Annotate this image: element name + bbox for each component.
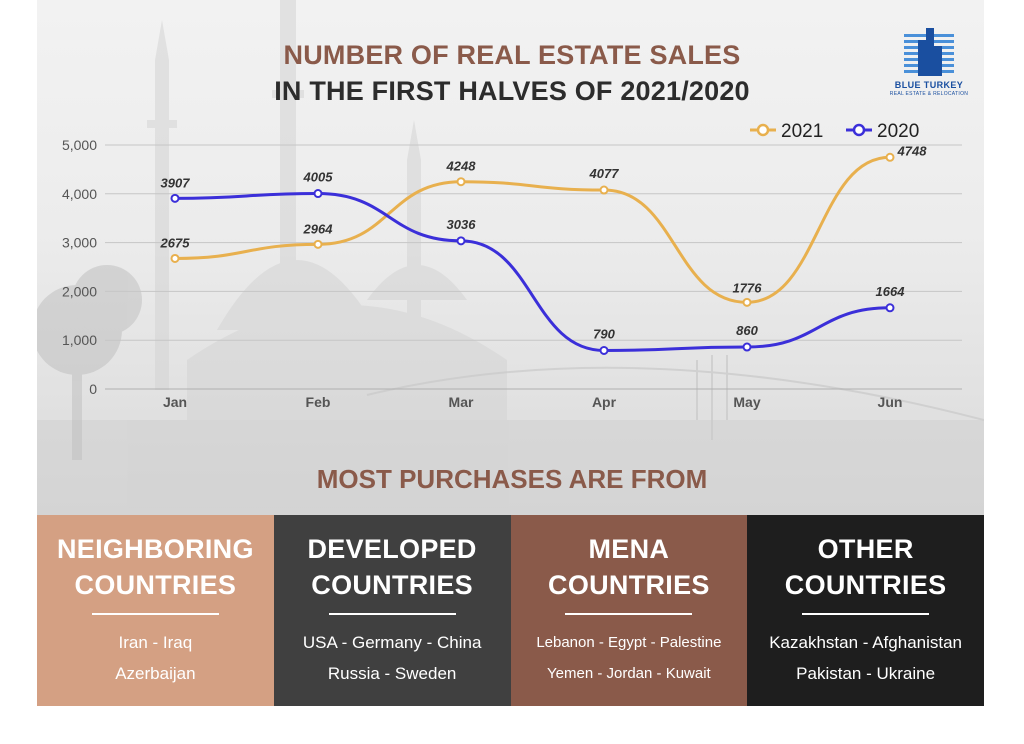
series-line-2020 [173, 192, 892, 352]
x-tick-label: Apr [592, 394, 617, 410]
data-label-2020: 3907 [161, 175, 191, 190]
x-tick-label: Jan [163, 394, 187, 410]
data-label-2020: 3036 [447, 217, 477, 232]
panel-divider [328, 613, 456, 615]
x-tick-label: May [733, 394, 760, 410]
panel-heading-line-1: NEIGHBORING [56, 534, 254, 564]
panel-countries-line-2: Pakistan - Ukraine [796, 664, 936, 683]
background-photo [37, 0, 984, 515]
y-tick-label: 1,000 [62, 332, 97, 348]
data-label-2021: 4748 [897, 143, 928, 158]
brand-name: BLUE TURKEY [894, 80, 964, 90]
panel-divider [91, 613, 219, 615]
data-point-2020 [170, 193, 180, 203]
legend-marker-2021 [756, 123, 770, 137]
panel-heading-line-2: COUNTRIES [74, 570, 237, 600]
panel-heading-line-2: COUNTRIES [311, 570, 473, 600]
data-label-2021: 4248 [446, 159, 477, 174]
panel-heading-line-2: COUNTRIES [784, 570, 947, 600]
panel-mena: MENA COUNTRIES Lebanon - Egypt - Palesti… [510, 515, 748, 706]
brand-logo: BLUE TURKEY REAL ESTATE & RELOCATION [884, 26, 974, 106]
legend-label-2021: 2021 [781, 121, 823, 142]
data-label-2020: 860 [736, 323, 758, 338]
data-label-2021: 2964 [303, 221, 334, 236]
data-point-2020 [313, 189, 323, 199]
panel-countries-line-1: Lebanon - Egypt - Palestine [536, 634, 722, 651]
panel-heading-line-1: MENA [588, 534, 670, 564]
brand-tagline: REAL ESTATE & RELOCATION [889, 91, 969, 97]
data-point-2021 [456, 177, 466, 187]
y-tick-label: 0 [89, 381, 97, 397]
data-point-2021 [170, 253, 180, 263]
panel-countries-line-1: Kazakhstan - Afghanistan [769, 633, 963, 652]
panel-divider [565, 613, 693, 615]
panel-developed: DEVELOPED COUNTRIES USA - Germany - Chin… [273, 515, 511, 706]
panel-divider [802, 613, 930, 615]
data-point-2021 [742, 297, 752, 307]
data-point-2021 [885, 152, 895, 162]
y-tick-label: 2,000 [62, 283, 97, 299]
data-point-2021 [313, 239, 323, 249]
y-tick-label: 3,000 [62, 235, 97, 251]
data-point-2020 [742, 342, 752, 352]
data-label-2020: 1664 [876, 284, 906, 299]
panel-countries-line-1: Iran - Iraq [118, 633, 193, 652]
series-line-2021 [173, 155, 892, 304]
panel-heading-line-1: DEVELOPED [307, 534, 477, 564]
panel-countries-line-2: Azerbaijan [115, 664, 196, 683]
data-point-2020 [885, 303, 895, 313]
line-chart: 0 1,000 2,000 3,000 4,000 5,000 Jan Feb Mar Apr M… [62, 121, 962, 410]
building-logo-icon [904, 28, 954, 76]
x-tick-label: Mar [449, 394, 474, 410]
panel-countries-line-1: USA - Germany - China [302, 633, 482, 652]
data-label-2021: 2675 [160, 235, 191, 250]
data-label-2020: 790 [593, 326, 615, 341]
panel-neighboring: NEIGHBORING COUNTRIES Iran - Iraq Azerba… [37, 515, 274, 706]
data-point-2020 [456, 236, 466, 246]
legend-label-2020: 2020 [877, 121, 919, 142]
legend-marker-2020 [852, 123, 866, 137]
chart-title-line-1: NUMBER OF REAL ESTATE SALES [283, 40, 741, 70]
panel-countries-line-2: Russia - Sweden [327, 664, 457, 683]
data-label-2020: 4005 [303, 170, 334, 185]
country-panels: NEIGHBORING COUNTRIES Iran - Iraq Azerba… [37, 515, 984, 706]
panel-countries-line-2: Yemen - Jordan - Kuwait [547, 665, 711, 682]
x-tick-label: Feb [306, 394, 331, 410]
data-point-2020 [599, 345, 609, 355]
panel-heading-line-1: OTHER [817, 534, 914, 564]
data-label-2021: 4077 [589, 166, 620, 181]
y-tick-label: 4,000 [62, 186, 97, 202]
panel-heading-line-2: COUNTRIES [548, 570, 710, 600]
panel-other: OTHER COUNTRIES Kazakhstan - Afghanistan… [747, 515, 984, 706]
x-tick-label: Jun [878, 394, 903, 410]
data-label-2021: 1776 [733, 280, 763, 295]
data-point-2021 [599, 185, 609, 195]
section-title: MOST PURCHASES ARE FROM [316, 464, 708, 494]
y-tick-label: 5,000 [62, 137, 97, 153]
mosque-silhouette-image [37, 0, 984, 515]
chart-title-line-2: IN THE FIRST HALVES OF 2021/2020 [274, 76, 750, 106]
